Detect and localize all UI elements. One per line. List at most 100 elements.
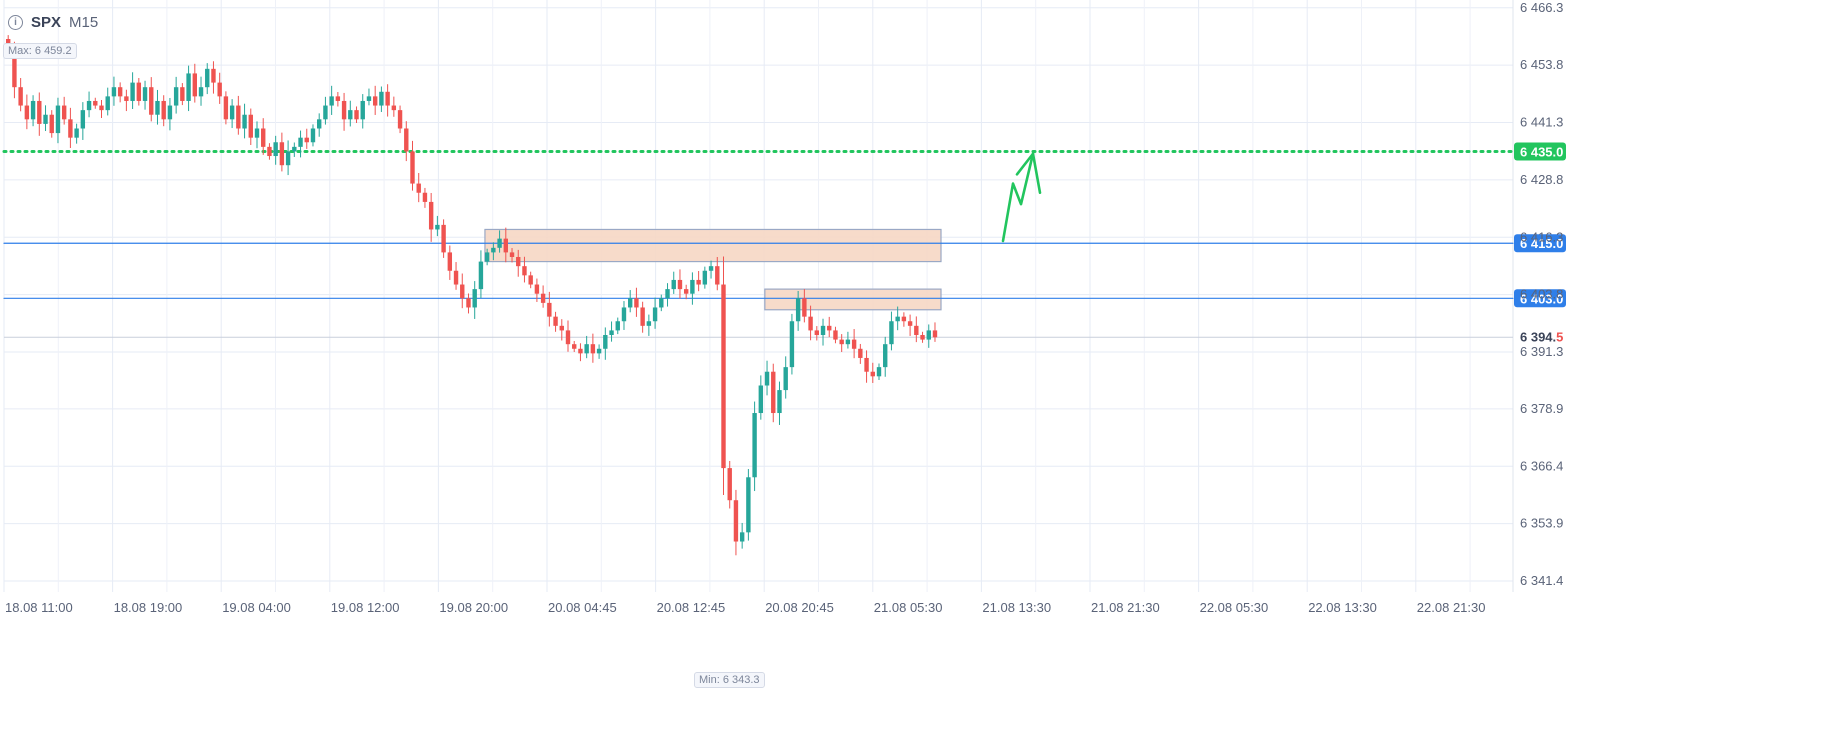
- candle[interactable]: [715, 256, 720, 291]
- candle[interactable]: [99, 100, 104, 118]
- candle[interactable]: [907, 314, 913, 336]
- candle[interactable]: [484, 248, 490, 266]
- candle[interactable]: [466, 293, 471, 314]
- candle[interactable]: [317, 113, 322, 137]
- candle[interactable]: [24, 94, 30, 130]
- candle[interactable]: [889, 311, 894, 351]
- candle[interactable]: [273, 135, 278, 165]
- horizontal-levels[interactable]: 6 435.0 6 415.0 6 403.0 6 394.5: [2, 142, 1566, 344]
- candle[interactable]: [161, 95, 166, 127]
- candle[interactable]: [447, 245, 453, 280]
- candle[interactable]: [721, 256, 726, 495]
- candle[interactable]: [528, 271, 533, 289]
- candle[interactable]: [621, 301, 627, 330]
- candle[interactable]: [360, 94, 365, 129]
- candle[interactable]: [111, 76, 117, 106]
- candle[interactable]: [292, 142, 297, 157]
- candle[interactable]: [771, 363, 776, 423]
- candle[interactable]: [634, 287, 639, 317]
- candle[interactable]: [304, 128, 309, 149]
- candle[interactable]: [572, 340, 577, 352]
- candle[interactable]: [366, 88, 372, 106]
- candle[interactable]: [74, 123, 79, 144]
- candle[interactable]: [733, 489, 739, 556]
- candle[interactable]: [833, 326, 838, 344]
- candle[interactable]: [198, 76, 204, 106]
- candle[interactable]: [404, 121, 409, 162]
- candle[interactable]: [646, 314, 652, 336]
- candle[interactable]: [578, 343, 583, 362]
- candle[interactable]: [86, 91, 92, 118]
- candle[interactable]: [217, 72, 222, 104]
- candle[interactable]: [920, 331, 925, 343]
- candle[interactable]: [124, 89, 129, 112]
- candle[interactable]: [385, 84, 390, 117]
- candle[interactable]: [236, 95, 241, 135]
- candle[interactable]: [802, 289, 807, 323]
- candle[interactable]: [795, 290, 801, 331]
- candle[interactable]: [895, 306, 900, 331]
- candle[interactable]: [435, 215, 440, 237]
- candle[interactable]: [851, 329, 857, 359]
- candle[interactable]: [167, 97, 173, 131]
- candle[interactable]: [727, 460, 732, 509]
- candle[interactable]: [540, 285, 546, 308]
- candle[interactable]: [845, 331, 851, 349]
- candle[interactable]: [603, 327, 608, 360]
- candle[interactable]: [858, 343, 863, 364]
- candle[interactable]: [61, 96, 67, 125]
- candle[interactable]: [211, 61, 216, 94]
- candle[interactable]: [205, 63, 210, 95]
- candle[interactable]: [416, 173, 421, 203]
- candle[interactable]: [68, 107, 73, 148]
- candle[interactable]: [372, 85, 378, 115]
- candle[interactable]: [901, 312, 907, 327]
- candle[interactable]: [105, 87, 110, 116]
- candle[interactable]: [777, 381, 782, 425]
- candle[interactable]: [497, 230, 502, 253]
- candle[interactable]: [391, 96, 397, 117]
- candlesticks[interactable]: [6, 35, 938, 556]
- candle[interactable]: [596, 344, 602, 359]
- candle[interactable]: [142, 80, 148, 110]
- candle[interactable]: [329, 85, 334, 115]
- candle[interactable]: [783, 356, 788, 399]
- candle[interactable]: [516, 249, 521, 277]
- candle[interactable]: [117, 82, 123, 103]
- candle[interactable]: [397, 105, 403, 134]
- candle[interactable]: [640, 301, 645, 333]
- candle[interactable]: [410, 140, 415, 191]
- supply-zone-2[interactable]: [764, 288, 942, 311]
- candle[interactable]: [242, 103, 247, 139]
- candle[interactable]: [472, 281, 477, 319]
- candle[interactable]: [261, 118, 266, 155]
- candle[interactable]: [298, 130, 303, 158]
- candle[interactable]: [739, 522, 745, 549]
- candle[interactable]: [702, 266, 708, 289]
- candle[interactable]: [49, 110, 54, 138]
- candle[interactable]: [149, 77, 154, 122]
- candle[interactable]: [136, 78, 142, 106]
- candle[interactable]: [696, 270, 701, 292]
- candle[interactable]: [267, 143, 272, 160]
- candle[interactable]: [93, 97, 98, 109]
- candle[interactable]: [478, 250, 484, 299]
- candle[interactable]: [827, 316, 832, 338]
- candle[interactable]: [808, 305, 813, 341]
- candle[interactable]: [652, 297, 658, 329]
- timeframe-label[interactable]: M15: [69, 14, 99, 31]
- candle[interactable]: [310, 124, 316, 147]
- candle[interactable]: [223, 91, 229, 125]
- candle[interactable]: [659, 294, 664, 312]
- candle[interactable]: [155, 89, 160, 125]
- candle[interactable]: [628, 290, 633, 313]
- candle[interactable]: [789, 313, 795, 375]
- candle[interactable]: [43, 105, 48, 132]
- candle[interactable]: [285, 140, 291, 176]
- candle[interactable]: [503, 227, 508, 263]
- candle[interactable]: [254, 121, 260, 149]
- candle[interactable]: [708, 260, 714, 279]
- candle[interactable]: [547, 291, 552, 327]
- candle[interactable]: [553, 311, 558, 332]
